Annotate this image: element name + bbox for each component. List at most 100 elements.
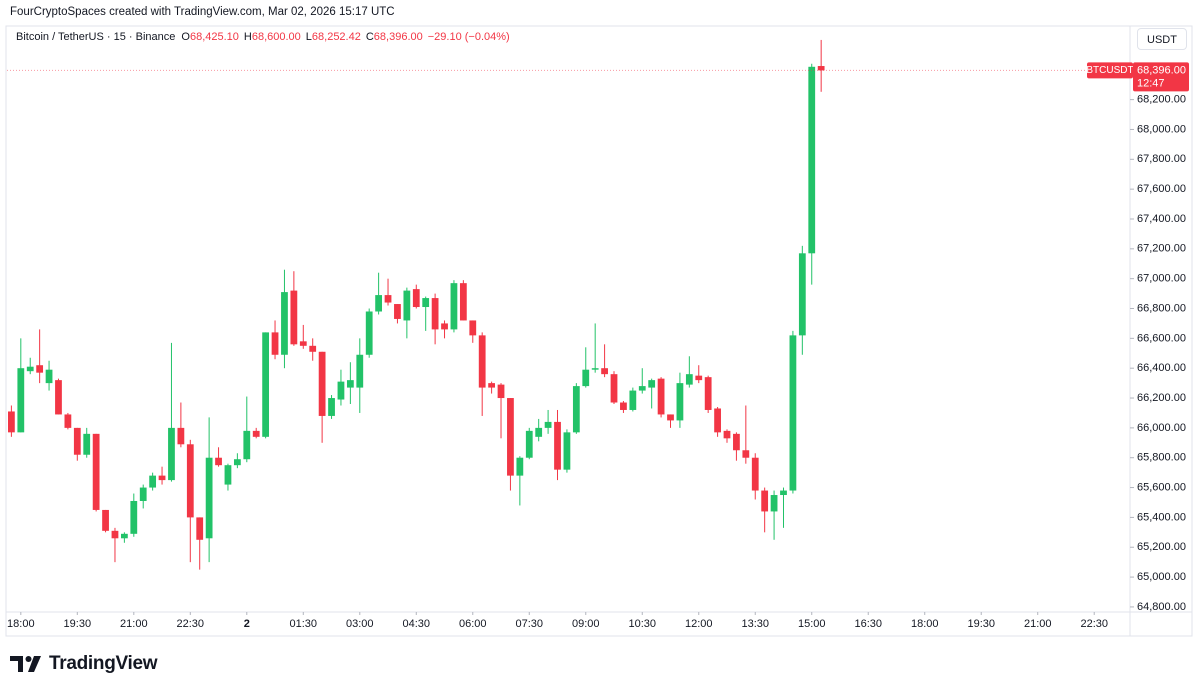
x-tick-label: 2 (244, 618, 250, 630)
candle-body (535, 427, 543, 437)
symbol-tag: BTCUSDT (1086, 65, 1133, 76)
y-tick-label: 68,200.00 (1137, 94, 1186, 106)
x-tick-label: 13:30 (741, 618, 769, 630)
candle-body (328, 398, 335, 416)
candle-body (789, 335, 797, 491)
candle-body (17, 368, 25, 433)
y-tick-label: 67,200.00 (1137, 243, 1186, 255)
candle-body (196, 517, 204, 540)
candle-body (469, 320, 477, 336)
legend: Bitcoin / TetherUS · 15 · Binance O68,425… (16, 31, 515, 43)
candle-body (685, 374, 693, 385)
candle-body (149, 475, 157, 488)
candle-body (761, 490, 769, 512)
y-tick-label: 65,800.00 (1137, 452, 1186, 464)
candle-body (83, 433, 91, 455)
y-tick-label: 67,600.00 (1137, 183, 1186, 195)
logo-mark (10, 656, 41, 672)
candle-body (26, 366, 34, 372)
y-tick-label: 65,400.00 (1137, 511, 1186, 523)
candle-body (563, 432, 571, 470)
candle-body (733, 433, 740, 451)
candle-body (450, 283, 458, 330)
countdown: 12:47 (1137, 77, 1165, 89)
candle-body (554, 421, 561, 470)
candle-body (441, 323, 448, 330)
candle-body (629, 390, 637, 410)
candle-body (262, 332, 270, 437)
currency-button[interactable]: USDT (1137, 28, 1187, 50)
candle-body (488, 383, 495, 388)
candle-body (431, 298, 439, 330)
candle-body (384, 295, 392, 303)
candle-body (102, 509, 109, 531)
candle-body (281, 292, 288, 355)
y-tick-label: 67,400.00 (1137, 213, 1186, 225)
candle-body (648, 380, 656, 388)
candle-body (742, 450, 750, 458)
candle-body (139, 487, 147, 501)
candle-body (64, 414, 72, 428)
candle-body (638, 386, 646, 391)
x-tick-label: 18:00 (7, 618, 35, 630)
chart-frame (5, 25, 1193, 637)
candle-body (610, 374, 618, 403)
x-tick-label: 10:30 (628, 618, 656, 630)
y-tick-label: 66,200.00 (1137, 392, 1186, 404)
candle-body (365, 311, 373, 355)
candle-body (215, 457, 222, 466)
symbol: Bitcoin / TetherUS · 15 · Binance (16, 31, 176, 43)
y-tick-label: 64,800.00 (1137, 601, 1186, 613)
candle-body (290, 290, 298, 345)
candle-body (695, 375, 703, 381)
open-label: O (181, 31, 190, 43)
candle-body (572, 386, 580, 433)
y-tick-label: 66,800.00 (1137, 302, 1186, 314)
y-tick-label: 65,200.00 (1137, 541, 1186, 553)
candle-body (92, 433, 100, 510)
candle-body (252, 430, 260, 437)
candle-body (525, 430, 533, 458)
x-tick-label: 12:00 (685, 618, 713, 630)
y-tick-label: 67,000.00 (1137, 273, 1186, 285)
candle-body (73, 427, 81, 455)
candle-body (808, 66, 816, 254)
candle-body (186, 444, 194, 518)
candle-body (346, 380, 354, 388)
candle-body (243, 430, 251, 460)
close-value: 68,396.00 (373, 31, 423, 43)
x-tick-label: 03:00 (346, 618, 374, 630)
x-tick-label: 19:30 (64, 618, 92, 630)
candle-body (620, 402, 627, 410)
candle-body (507, 398, 514, 476)
candle-body (459, 283, 467, 321)
y-tick-label: 65,000.00 (1137, 571, 1186, 583)
candle-body (714, 408, 721, 433)
candle-body (601, 368, 608, 375)
candle-body (422, 298, 430, 308)
candle-body (130, 500, 138, 534)
candle-body (751, 457, 759, 491)
y-tick-label: 65,600.00 (1137, 481, 1186, 493)
logo-text: TradingView (49, 653, 158, 674)
candle-body (412, 289, 420, 308)
low-value: 68,252.42 (311, 31, 361, 43)
y-tick-label: 66,600.00 (1137, 332, 1186, 344)
candle-body (8, 411, 15, 433)
x-tick-label: 21:00 (120, 618, 148, 630)
candle-body (544, 421, 552, 428)
change-value: −29.10 (−0.04%) (427, 31, 510, 43)
x-tick-label: 21:00 (1024, 618, 1052, 630)
high-value: 68,600.00 (251, 31, 301, 43)
candle-body (657, 378, 665, 415)
x-tick-label: 18:00 (911, 618, 939, 630)
candle-body (205, 457, 213, 539)
candle-body (120, 533, 128, 539)
low-label: L (305, 31, 312, 43)
candle-body (158, 475, 166, 481)
price-tag-bg (1133, 62, 1189, 92)
candle-body (177, 427, 185, 445)
candle-body (770, 495, 778, 512)
